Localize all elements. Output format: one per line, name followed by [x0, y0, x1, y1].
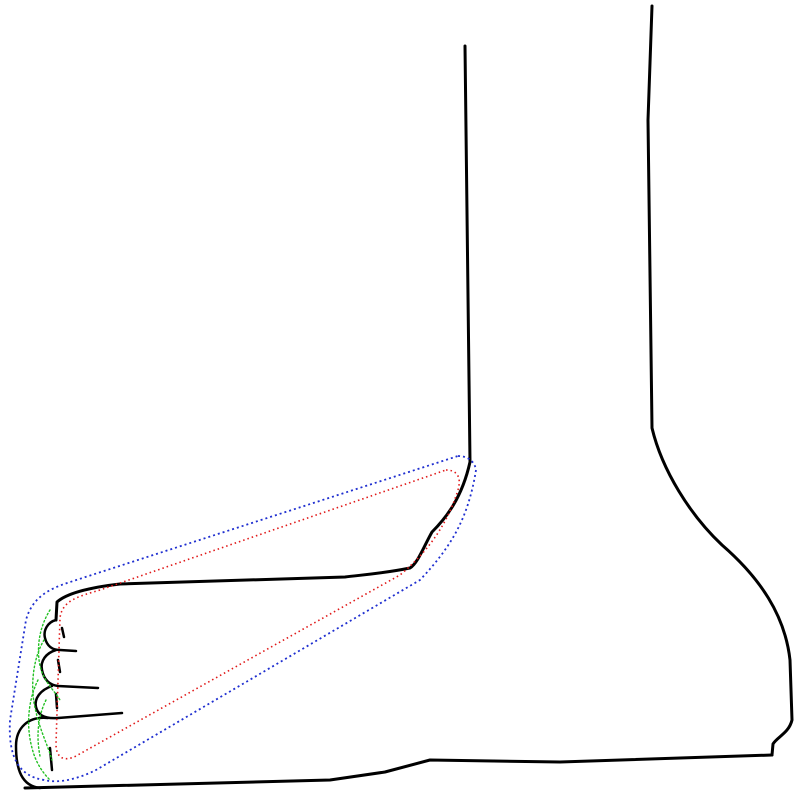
- toe-green-contour-2: [32, 639, 53, 761]
- toe-green-contour-1: [37, 609, 61, 701]
- toe-green-contour-4: [37, 699, 47, 757]
- toe-2-outline: [40, 648, 100, 690]
- toenail-big: [48, 746, 54, 772]
- heel-leg-outline: [646, 4, 794, 757]
- inner-contour: [55, 469, 461, 760]
- sole-line: [23, 753, 774, 790]
- big-toe-outline: [14, 716, 50, 790]
- toe-3-outline: [34, 684, 124, 720]
- shin-front-outline: [54, 44, 472, 622]
- outer-contour: [8, 455, 477, 783]
- toenail-1: [60, 626, 66, 639]
- toe-green-contour-3: [27, 679, 51, 781]
